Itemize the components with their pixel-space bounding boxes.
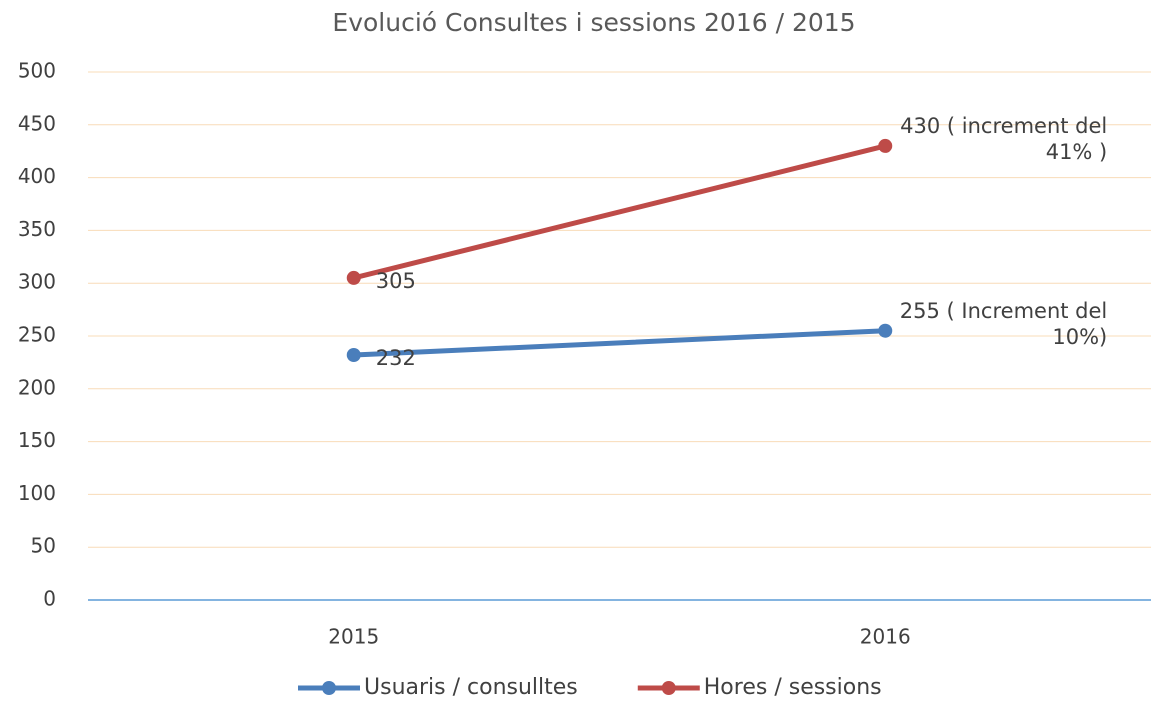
- y-tick-label: 300: [18, 270, 56, 294]
- legend-marker: [322, 681, 336, 695]
- x-tick-label: 2016: [860, 625, 911, 649]
- y-tick-label: 150: [18, 428, 56, 452]
- legend-label: Usuaris / consulltes: [364, 675, 578, 700]
- y-tick-label: 0: [43, 587, 56, 611]
- data-point: [878, 323, 893, 338]
- y-tick-label: 400: [18, 164, 56, 188]
- y-tick-label: 500: [18, 59, 56, 83]
- y-tick-label: 100: [18, 481, 56, 505]
- y-tick-label: 50: [31, 534, 56, 558]
- y-tick-label: 250: [18, 323, 56, 347]
- series-line: [351, 143, 888, 281]
- series-line: [351, 328, 888, 358]
- data-point: [346, 270, 361, 285]
- data-point: [878, 138, 893, 153]
- y-tick-label: 200: [18, 375, 56, 399]
- y-tick-label: 350: [18, 217, 56, 241]
- data-label: 232: [375, 346, 416, 370]
- y-tick-label: 450: [18, 111, 56, 135]
- data-label: 430 ( increment del 41% ): [900, 113, 1108, 164]
- data-label: 305: [375, 268, 416, 293]
- legend-label: Hores / sessions: [704, 675, 882, 700]
- data-label: 255 ( Increment del 10%): [899, 298, 1108, 349]
- x-tick-label: 2015: [328, 625, 379, 649]
- legend-marker: [661, 681, 676, 695]
- chart-title: Evolució Consultes i sessions 2016 / 201…: [332, 8, 855, 37]
- data-point: [346, 348, 361, 363]
